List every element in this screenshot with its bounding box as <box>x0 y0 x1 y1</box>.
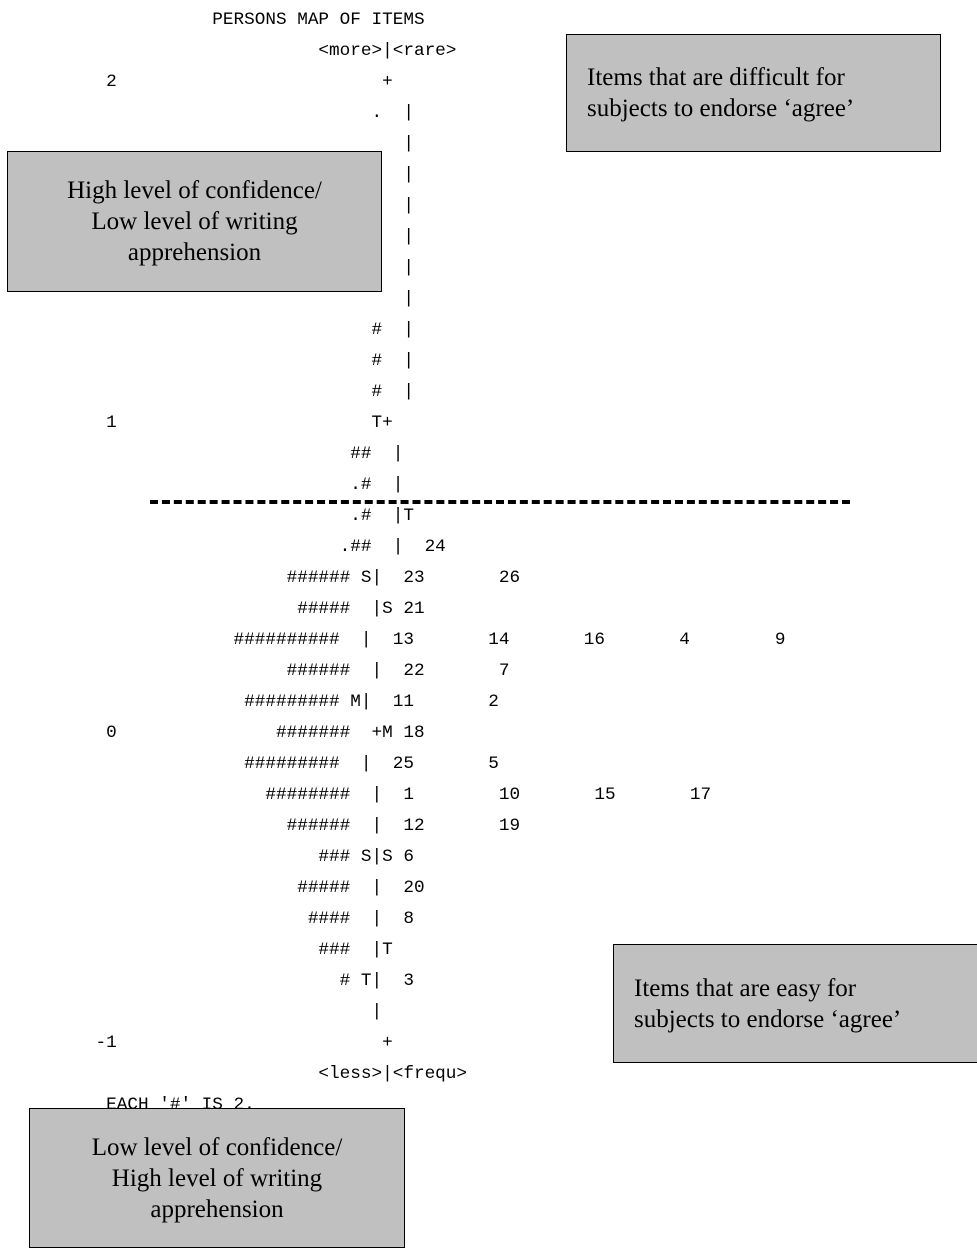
map-line: ###### | 22 7 <box>0 661 510 681</box>
map-line: 1 T+ <box>0 413 393 433</box>
map-line: | <box>403 258 414 278</box>
callout-line: apprehension <box>150 1195 284 1223</box>
map-line: ######### | 25 5 <box>0 754 499 774</box>
map-line: 2 + <box>0 72 393 92</box>
callout-line: subjects to endorse ‘agree’ <box>634 1005 902 1033</box>
map-line: -1 + <box>0 1033 393 1053</box>
callout-line: Items that are easy for <box>634 974 857 1002</box>
callout-line: Items that are difficult for <box>587 64 845 91</box>
map-line: # | <box>0 382 414 402</box>
callout-easy-items: Items that are easy for subjects to endo… <box>613 944 977 1063</box>
map-line: ##### | 20 <box>0 878 425 898</box>
map-line: | <box>0 134 414 154</box>
map-line: ###### | 12 19 <box>0 816 521 836</box>
map-line: | <box>0 289 414 309</box>
map-line: ### S|S 6 <box>0 847 414 867</box>
map-line: | <box>403 227 414 247</box>
callout-line: apprehension <box>127 239 262 266</box>
dashed-divider <box>150 500 850 504</box>
map-line: | <box>0 1002 383 1022</box>
map-line: ######## | 1 10 15 17 <box>0 785 712 805</box>
map-line: ########## | 13 14 16 4 9 <box>0 630 786 650</box>
callout-line: High level of confidence/ <box>67 177 322 204</box>
callout-line: Low level of writing <box>91 208 298 235</box>
map-line: ## | <box>0 444 404 464</box>
map-line: .# |T <box>0 506 414 526</box>
callout-line: Low level of confidence/ <box>91 1133 343 1161</box>
map-line: # | <box>0 320 414 340</box>
callout-high-confidence: High level of confidence/ Low level of w… <box>7 151 382 292</box>
map-line: 0 ####### +M 18 <box>0 723 425 743</box>
map-line: ##### |S 21 <box>0 599 425 619</box>
map-line: # T| 3 <box>0 971 414 991</box>
callout-difficult-items: Items that are difficult for subjects to… <box>566 34 941 152</box>
map-line: ### |T <box>0 940 393 960</box>
map-line: ######### M| 11 2 <box>0 692 499 712</box>
map-line: .## | 24 <box>0 537 446 557</box>
map-line: . | <box>0 103 414 123</box>
map-line: ###### S| 23 26 <box>0 568 521 588</box>
map-line: .# | <box>0 475 404 495</box>
callout-low-confidence: Low level of confidence/ High level of w… <box>29 1108 405 1248</box>
map-line: <more>|<rare> <box>0 41 457 61</box>
map-title: PERSONS MAP OF ITEMS <box>0 10 425 30</box>
map-line: # | <box>0 351 414 371</box>
map-line: | <box>403 165 414 185</box>
callout-line: High level of writing <box>111 1164 323 1192</box>
callout-line: subjects to endorse ‘agree’ <box>587 95 855 122</box>
map-line: <less>|<frequ> <box>0 1064 468 1084</box>
map-line: | <box>403 196 414 216</box>
map-line: #### | 8 <box>0 909 414 929</box>
